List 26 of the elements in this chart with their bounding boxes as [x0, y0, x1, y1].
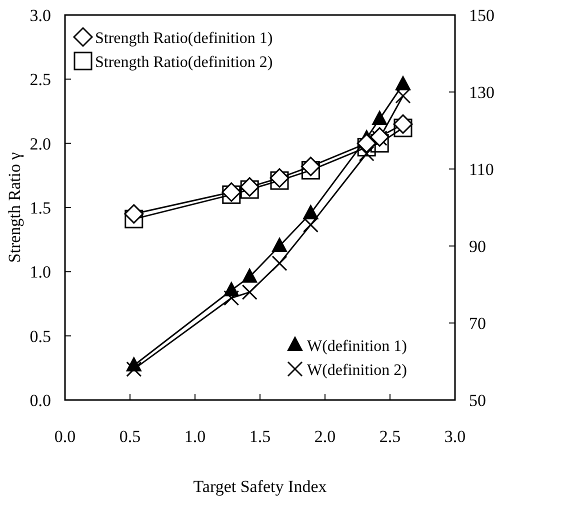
y-tick-label: 3.0	[30, 6, 51, 25]
x-tick-label: 2.5	[379, 427, 401, 446]
y-tick-label: 0.5	[30, 326, 51, 346]
x-tick-label: 2.0	[314, 427, 336, 446]
legend-label: W(definition 1)	[307, 338, 407, 355]
y-tick-label: 2.0	[30, 134, 51, 154]
y-tick-label: 0.0	[30, 391, 51, 410]
y-tick-label: 1.5	[30, 198, 51, 218]
x-tick-label: 1.5	[249, 427, 271, 446]
y2-tick-label: 90	[469, 237, 486, 256]
y2-tick-label: 70	[469, 314, 486, 333]
legend-label: W(definition 2)	[307, 362, 407, 379]
x-axis-title: Target Safety Index	[193, 477, 328, 496]
y-tick-label: 2.5	[30, 70, 51, 90]
x-tick-label: 1.0	[184, 427, 206, 446]
y-axis-title: Strength Ratio γ	[5, 152, 24, 263]
legend-label: Strength Ratio(definition 2)	[95, 54, 273, 71]
x-tick-label: 0.0	[54, 427, 76, 446]
y2-tick-label: 110	[469, 160, 494, 179]
y2-tick-label: 150	[469, 6, 494, 25]
y2-tick-label: 130	[469, 83, 494, 102]
y-tick-label: 1.0	[30, 262, 51, 282]
legend-label: Strength Ratio(definition 1)	[95, 30, 273, 47]
x-tick-label: 0.5	[119, 427, 141, 446]
x-tick-label: 3.0	[444, 427, 466, 446]
y2-tick-label: 50	[469, 391, 486, 410]
